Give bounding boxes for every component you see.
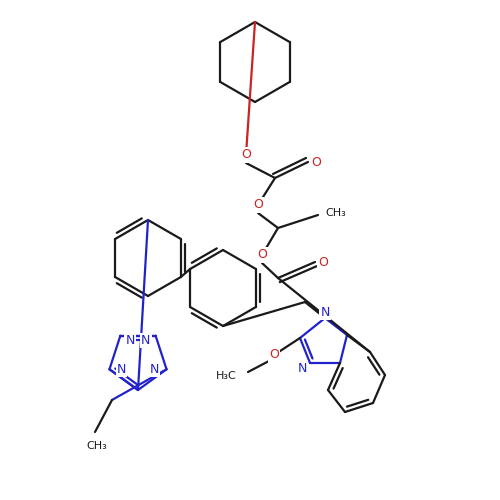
Text: N: N xyxy=(141,334,150,347)
Text: N: N xyxy=(117,363,126,376)
Text: O: O xyxy=(311,156,321,168)
Text: CH₃: CH₃ xyxy=(326,208,346,218)
Text: N: N xyxy=(320,306,330,318)
Text: O: O xyxy=(253,198,263,211)
Text: O: O xyxy=(257,248,267,262)
Text: N: N xyxy=(298,362,306,374)
Text: N: N xyxy=(150,363,159,376)
Text: N: N xyxy=(126,334,135,347)
Text: H₃C: H₃C xyxy=(216,371,236,381)
Text: O: O xyxy=(269,348,279,362)
Text: O: O xyxy=(241,148,251,162)
Text: CH₃: CH₃ xyxy=(86,441,108,451)
Text: O: O xyxy=(318,256,328,268)
